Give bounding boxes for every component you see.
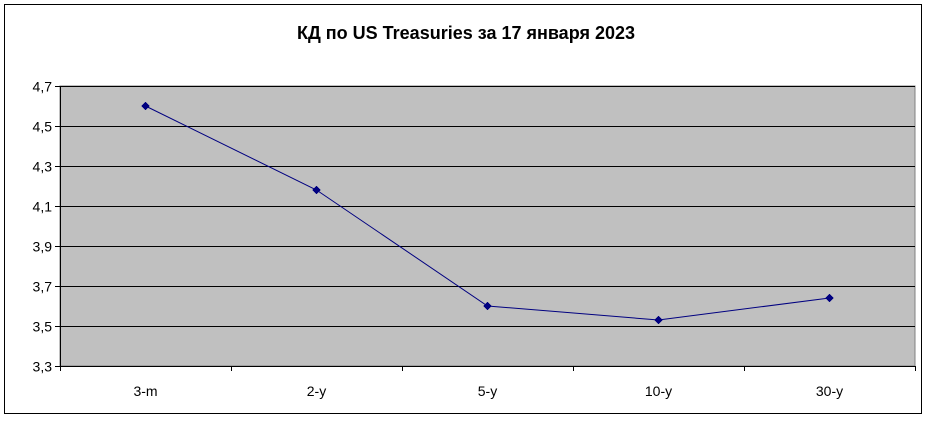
x-tick-label: 10-y [645, 383, 672, 399]
y-tick-label: 3,5 [33, 319, 53, 335]
y-tick-label: 4,7 [33, 79, 53, 95]
x-tick-label: 30-y [816, 383, 843, 399]
chart-title: КД по US Treasuries за 17 января 2023 [297, 23, 635, 43]
x-tick-label: 5-y [478, 383, 497, 399]
data-point [825, 293, 834, 303]
y-tick-label: 3,7 [33, 279, 53, 295]
data-point [312, 185, 321, 195]
series-layer [141, 101, 834, 325]
data-point [141, 101, 150, 111]
y-tick-label: 3,3 [33, 359, 53, 375]
x-tick-label: 3-m [133, 383, 157, 399]
y-tick-label: 4,1 [33, 199, 53, 215]
y-tick-label: 3,9 [33, 239, 53, 255]
x-tick-label: 2-y [307, 383, 326, 399]
data-point [654, 315, 663, 325]
axes [55, 86, 916, 371]
data-point [483, 301, 492, 311]
gridlines [60, 86, 915, 327]
x-axis-tick-labels: 3-m 2-y 5-y 10-y 30-y [133, 383, 843, 399]
plot-area [59, 85, 916, 367]
y-tick-label: 4,3 [33, 159, 53, 175]
y-tick-label: 4,5 [33, 119, 53, 135]
y-axis-tick-labels: 3,3 3,5 3,7 3,9 4,1 4,3 4,5 4,7 [33, 79, 53, 375]
